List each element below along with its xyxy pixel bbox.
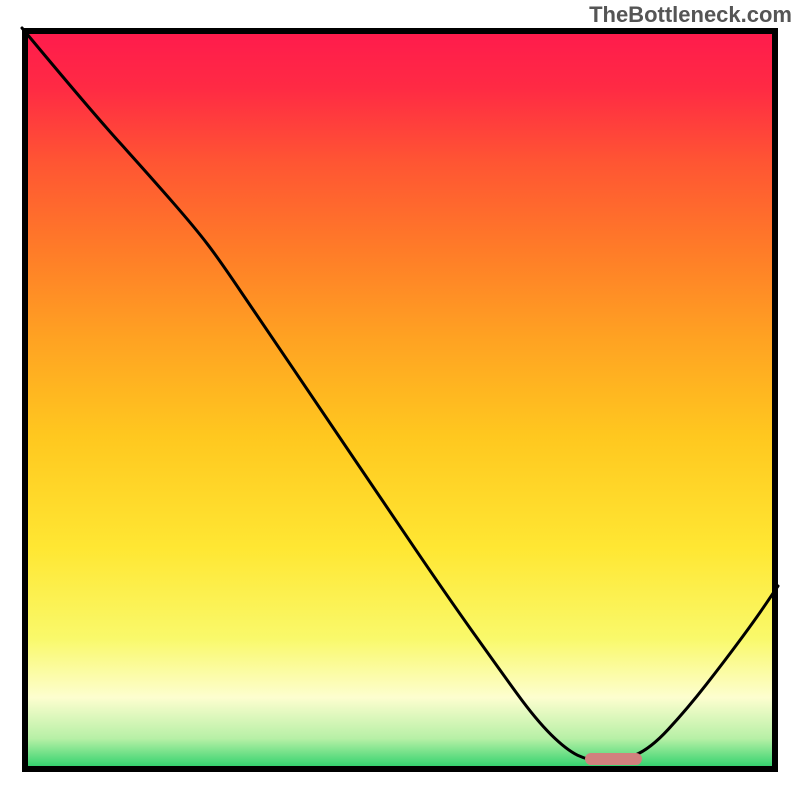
plot-frame	[22, 28, 778, 772]
watermark-text: TheBottleneck.com	[589, 2, 792, 28]
